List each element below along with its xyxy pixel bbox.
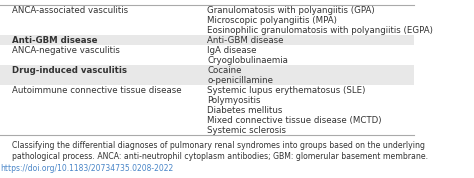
Text: Eosinophilic granulomatosis with polyangiitis (EGPA): Eosinophilic granulomatosis with polyang… <box>207 26 433 35</box>
Text: Granulomatosis with polyangiitis (GPA): Granulomatosis with polyangiitis (GPA) <box>207 6 375 15</box>
Text: Microscopic polyangiitis (MPA): Microscopic polyangiitis (MPA) <box>207 16 337 25</box>
Text: IgA disease: IgA disease <box>207 46 256 55</box>
Text: Diabetes mellitus: Diabetes mellitus <box>207 106 283 115</box>
Text: Cocaine: Cocaine <box>207 66 242 75</box>
Text: Autoimmune connective tissue disease: Autoimmune connective tissue disease <box>12 86 182 95</box>
Text: Systemic sclerosis: Systemic sclerosis <box>207 126 286 135</box>
Bar <box>0 65 414 85</box>
Text: https://doi.org/10.1183/20734735.0208-2022: https://doi.org/10.1183/20734735.0208-20… <box>0 164 173 173</box>
Text: Systemic lupus erythematosus (SLE): Systemic lupus erythematosus (SLE) <box>207 86 365 95</box>
Text: Mixed connective tissue disease (MCTD): Mixed connective tissue disease (MCTD) <box>207 116 382 125</box>
Text: o-penicillamine: o-penicillamine <box>207 76 273 85</box>
Bar <box>0 35 414 45</box>
Text: Drug-induced vasculitis: Drug-induced vasculitis <box>12 66 128 75</box>
Text: Cryoglobulinaemia: Cryoglobulinaemia <box>207 56 288 65</box>
Text: ANCA-negative vasculitis: ANCA-negative vasculitis <box>12 46 120 55</box>
Text: Anti-GBM disease: Anti-GBM disease <box>12 36 98 45</box>
Text: ANCA-associated vasculitis: ANCA-associated vasculitis <box>12 6 128 15</box>
Text: Anti-GBM disease: Anti-GBM disease <box>207 36 283 45</box>
Text: Polymyositis: Polymyositis <box>207 96 261 105</box>
Text: Classifying the differential diagnoses of pulmonary renal syndromes into groups : Classifying the differential diagnoses o… <box>12 141 428 161</box>
